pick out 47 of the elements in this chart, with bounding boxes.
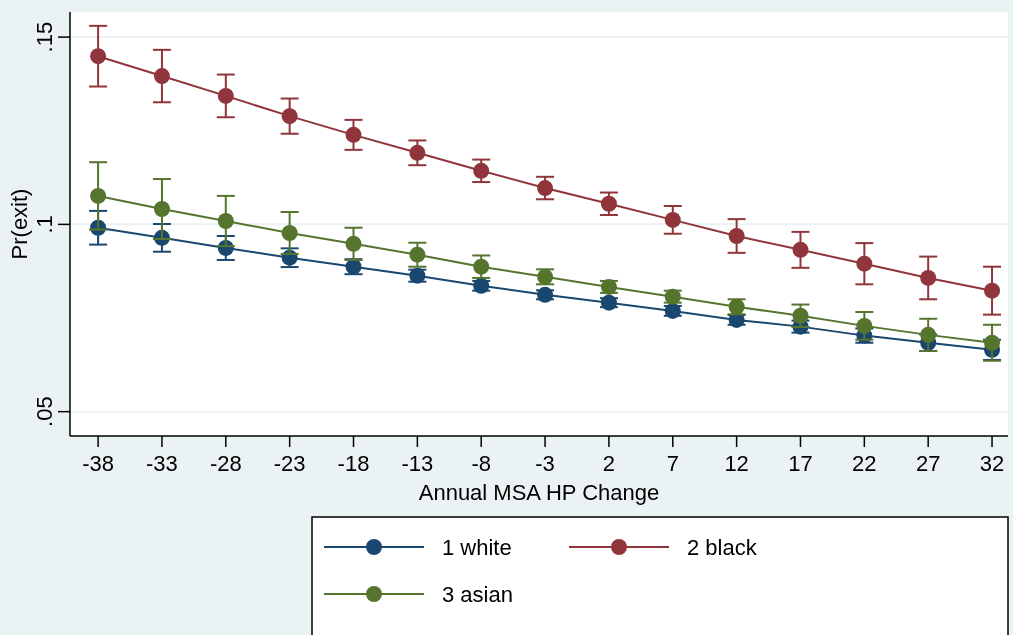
point — [792, 241, 809, 258]
x-tick-label: -38 — [82, 451, 114, 476]
point — [217, 213, 234, 229]
point — [537, 180, 554, 197]
x-tick-label: -18 — [337, 451, 370, 476]
point — [984, 334, 1001, 351]
point — [984, 282, 1001, 299]
point — [90, 48, 107, 65]
x-tick-label: 7 — [666, 451, 679, 476]
y-tick-label: .15 — [32, 21, 57, 53]
point — [409, 246, 426, 263]
x-axis-title: Annual MSA HP Change — [418, 480, 660, 505]
x-tick-label: 17 — [788, 451, 813, 476]
x-tick-label: 32 — [979, 451, 1005, 476]
point — [345, 235, 362, 252]
x-tick-label: 12 — [724, 451, 749, 476]
point — [281, 224, 298, 241]
point — [600, 195, 617, 212]
legend-label: 1 white — [442, 535, 512, 560]
x-tick-label: -3 — [535, 451, 555, 476]
point — [920, 326, 937, 343]
x-tick-label: 22 — [852, 451, 877, 476]
point — [728, 227, 745, 244]
point — [153, 68, 170, 85]
x-tick-label: 27 — [915, 451, 941, 476]
point — [856, 255, 873, 272]
x-tick-label: 2 — [602, 451, 616, 476]
point — [217, 87, 234, 104]
point — [90, 187, 107, 204]
point — [856, 317, 873, 334]
x-tick-label: -33 — [146, 451, 178, 476]
x-tick-label: -8 — [471, 451, 491, 476]
x-tick-label: -13 — [401, 451, 434, 476]
x-tick-label: -28 — [209, 451, 242, 476]
legend-label: 3 asian — [442, 582, 513, 607]
point — [153, 201, 170, 218]
x-tick-label: -23 — [273, 451, 306, 476]
point — [920, 269, 937, 286]
point — [281, 108, 298, 125]
point — [664, 211, 681, 228]
y-tick-label: .1 — [32, 215, 57, 234]
y-tick-label: .05 — [32, 396, 57, 427]
point — [409, 144, 426, 161]
point — [473, 162, 490, 179]
y-axis-title: Pr(exit) — [7, 188, 32, 260]
legend-label: 2 black — [687, 535, 758, 560]
point — [345, 126, 362, 143]
